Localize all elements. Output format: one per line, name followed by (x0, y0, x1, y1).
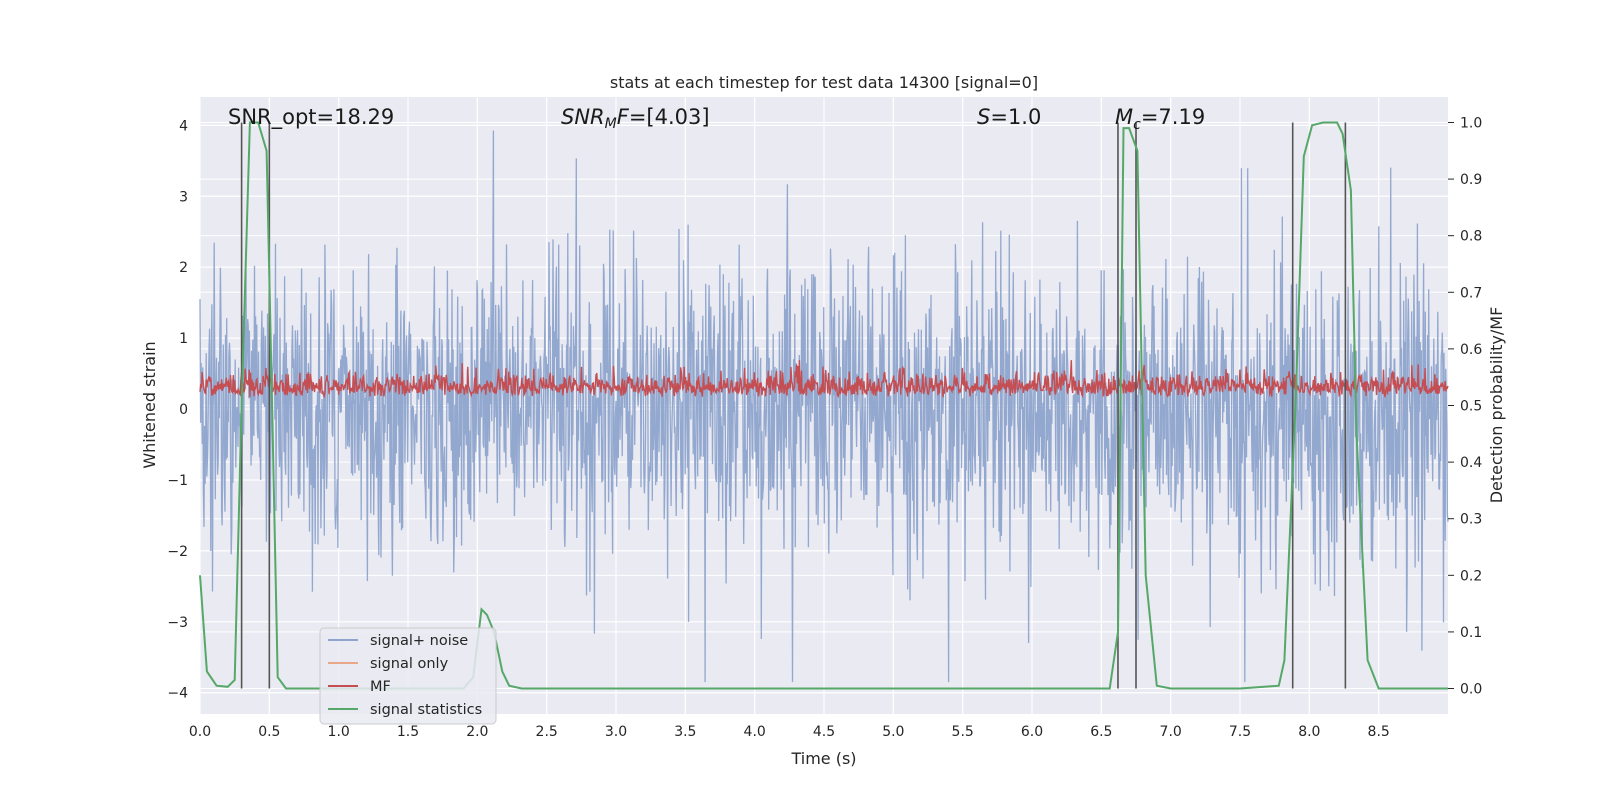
signal-noise-series (199, 130, 1449, 683)
y2-tick-label: 0.7 (1460, 285, 1482, 301)
y-tick-label: 1 (179, 331, 188, 347)
y2-tick-label: 0.9 (1460, 172, 1482, 188)
x-axis-label: Time (s) (790, 749, 856, 768)
x-tick-label: 3.0 (605, 724, 627, 740)
x-tick-label: 5.0 (882, 724, 904, 740)
x-tick-label: 4.5 (813, 724, 835, 740)
y2-tick-label: 0.6 (1460, 342, 1482, 358)
y2-tick-label: 1.0 (1460, 115, 1482, 131)
signal-noise-line (199, 130, 1449, 683)
y2-tick-label: 0.5 (1460, 399, 1482, 415)
legend-label-signal-only: signal only (370, 656, 449, 672)
y2-tick-label: 0.4 (1460, 455, 1482, 471)
y2-tick-label: 0.2 (1460, 568, 1482, 584)
legend: signal+ noise signal only MF signal stat… (319, 627, 497, 725)
legend-label-mf: MF (370, 679, 391, 695)
x-tick-label: 3.5 (674, 724, 696, 740)
x-tick-label: 6.0 (1021, 724, 1043, 740)
annotation-snr-opt: SNR_opt=18.29 (228, 105, 394, 130)
y-tick-label: 4 (179, 118, 188, 134)
y-tick-label: −1 (167, 473, 188, 489)
signal-statistics-line (199, 121, 1448, 690)
y-tick-label: −4 (167, 686, 188, 702)
legend-box (319, 627, 497, 725)
legend-label-signal-statistics: signal statistics (370, 702, 482, 718)
mf-series (199, 360, 1449, 399)
x-tick-label: 5.5 (952, 724, 974, 740)
y2-tick-label: 0.3 (1460, 512, 1482, 528)
x-tick-label: 8.0 (1298, 724, 1320, 740)
annotation-s: S=1.0 (977, 105, 1041, 129)
y-tick-label: −3 (167, 615, 188, 631)
x-tick-label: 8.5 (1368, 724, 1390, 740)
y-tick-label: −2 (167, 544, 188, 560)
x-tick-label: 1.5 (397, 724, 419, 740)
y2-tick-label: 0.8 (1460, 229, 1482, 245)
x-tick-labels: 0.0 0.5 1.0 1.5 2.0 2.5 3.0 3.5 4.0 4.5 5.0 5.5 6.0 6… (189, 724, 1390, 740)
x-tick-label: 0.0 (189, 724, 211, 740)
y-tick-label: 2 (179, 260, 188, 276)
y2-axis-label: Detection probability/MF (1487, 307, 1506, 504)
x-tick-label: 6.5 (1090, 724, 1112, 740)
y-axis-label: Whitened strain (140, 341, 159, 468)
mf-line (199, 360, 1449, 399)
annotation-snr-mf: SNRMF=[4.03] (561, 105, 710, 132)
x-tick-label: 2.0 (466, 724, 488, 740)
x-tick-label: 2.5 (536, 724, 558, 740)
y2-tick-labels: 1.0 0.9 0.8 0.7 0.6 0.5 0.4 0.3 0.2 0.1 0.0 (1448, 115, 1482, 698)
y2-tick-label: 0.0 (1460, 682, 1482, 698)
y-tick-labels: 4 3 2 1 0 −1 −2 −3 −4 (167, 118, 188, 701)
y-tick-label: 3 (179, 189, 188, 205)
x-tick-label: 0.5 (258, 724, 280, 740)
y-tick-label: 0 (179, 402, 188, 418)
x-tick-label: 4.0 (744, 724, 766, 740)
signal-statistics-series (199, 121, 1448, 690)
x-tick-label: 7.5 (1229, 724, 1251, 740)
y2-tick-label: 0.1 (1460, 625, 1482, 641)
annotation-mc: Mc=7.19 (1115, 105, 1205, 133)
x-tick-label: 7.0 (1160, 724, 1182, 740)
x-tick-label: 1.0 (328, 724, 350, 740)
legend-label-signal-noise: signal+ noise (370, 633, 468, 649)
chart-title: stats at each timestep for test data 143… (610, 73, 1038, 92)
